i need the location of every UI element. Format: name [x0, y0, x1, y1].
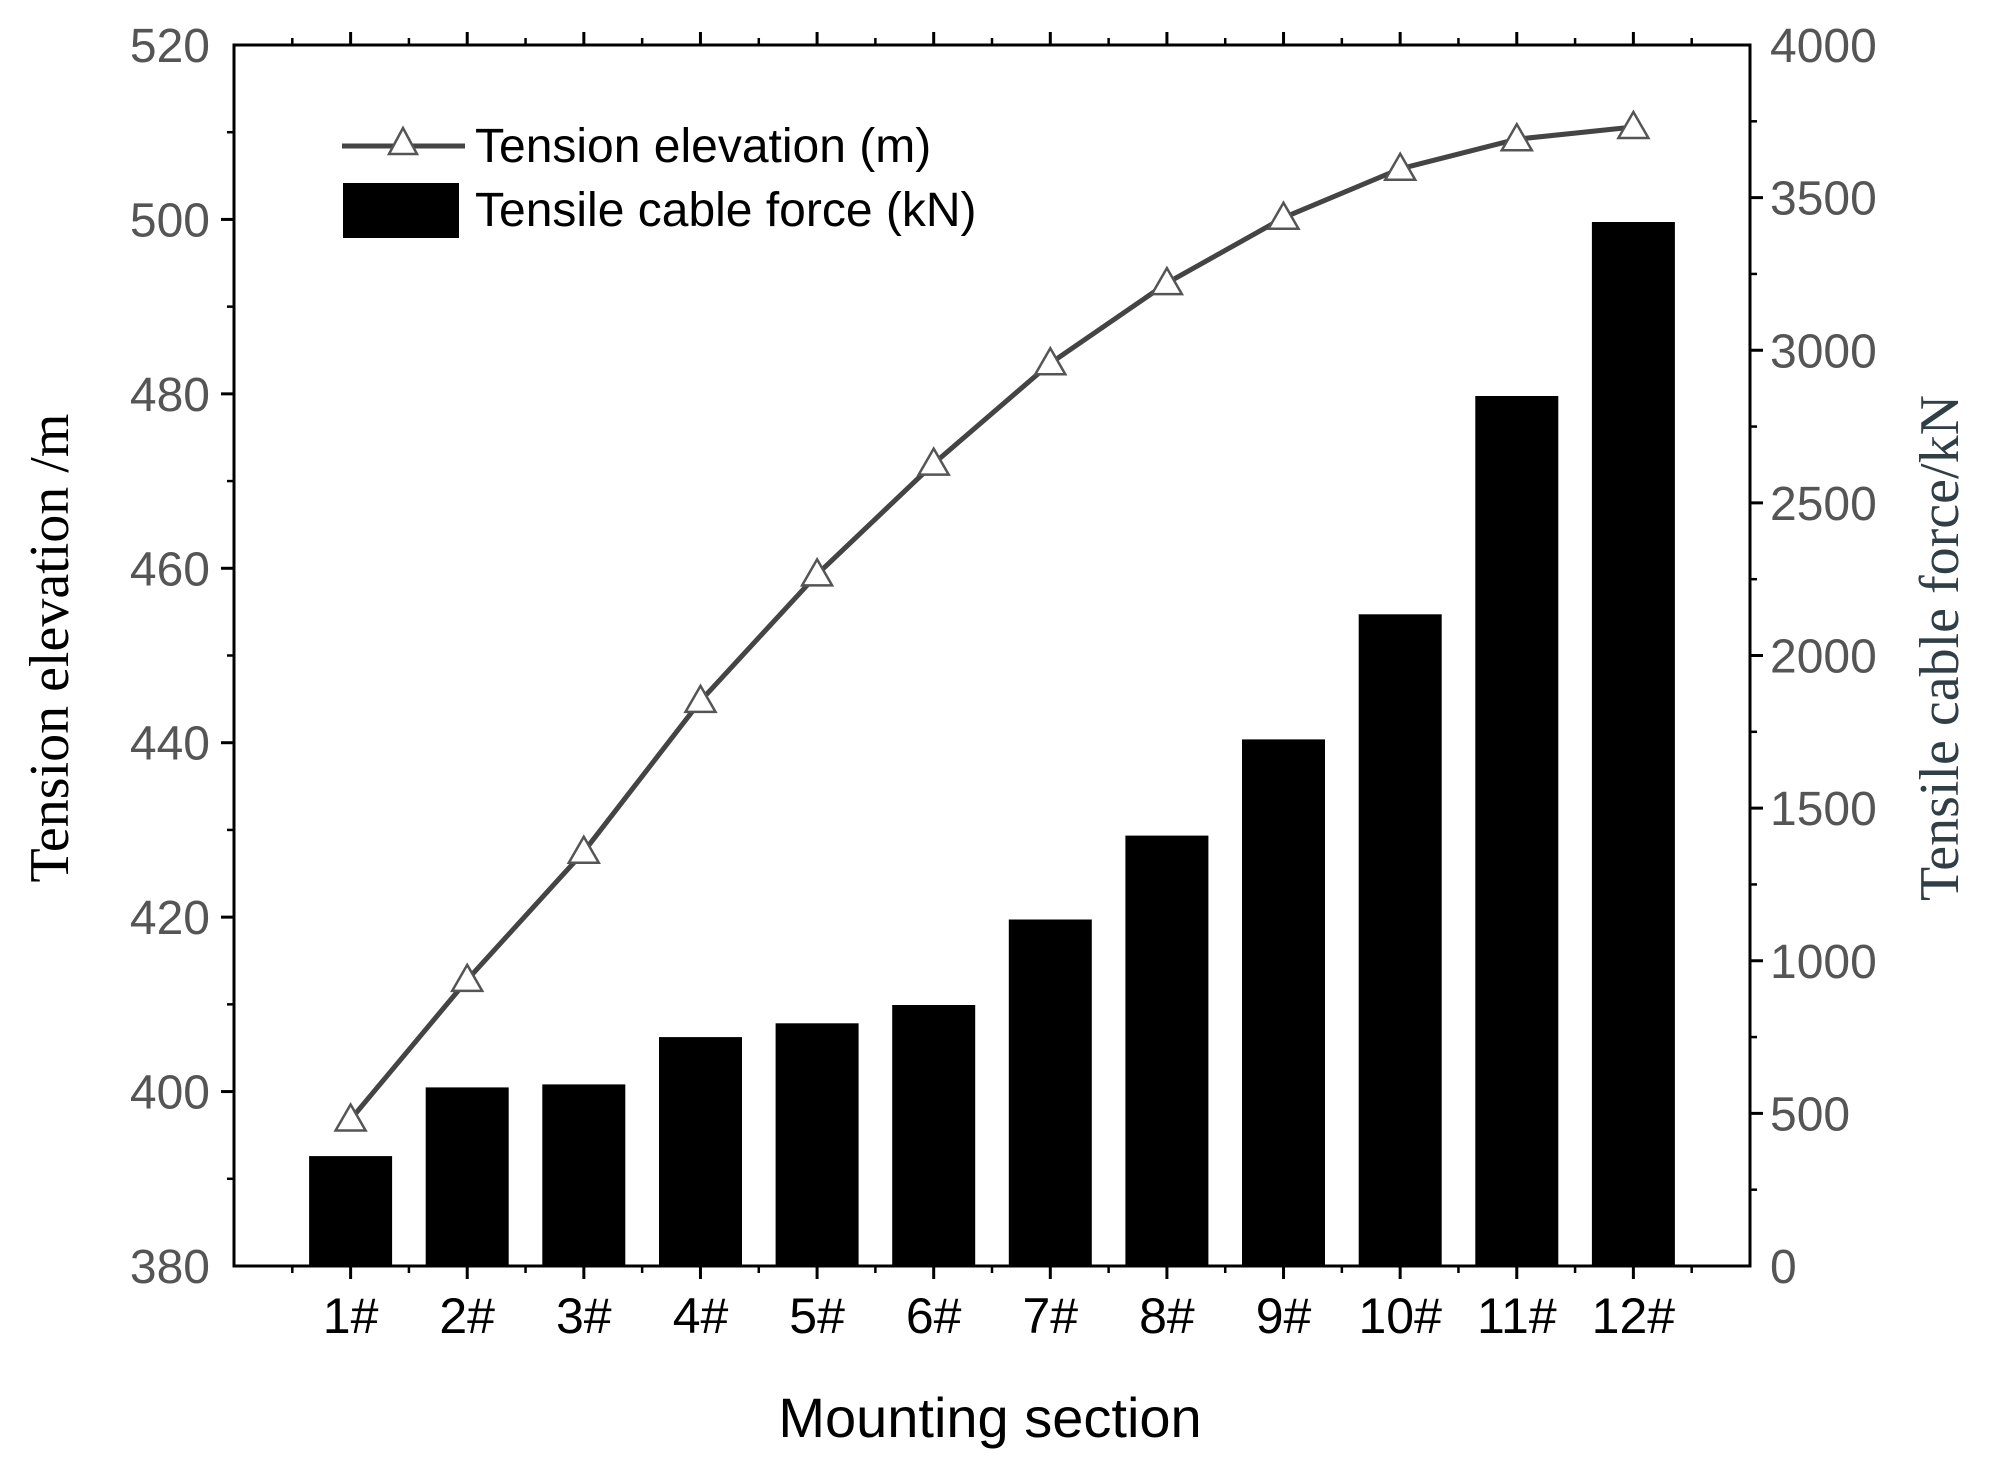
- bar-2: [425, 1087, 509, 1266]
- left-tick-label: 520: [130, 20, 210, 73]
- x-tick-label-8: 8#: [1139, 1288, 1195, 1344]
- elevation-marker-6: [916, 446, 951, 476]
- bar-9: [1242, 739, 1325, 1266]
- bars-layer: [309, 222, 1675, 1266]
- elevation-marker-10: [1383, 151, 1418, 182]
- elevation-marker-7: [1033, 345, 1068, 376]
- elevation-marker-12: [1616, 109, 1651, 140]
- x-tick-label-5: 5#: [789, 1288, 845, 1344]
- x-tick-label-2: 2#: [439, 1288, 495, 1344]
- right-tick-label: 0: [1770, 1241, 1797, 1294]
- elevation-marker-3: [566, 834, 601, 864]
- right-axis-title: Tensile cable force/kN: [1909, 395, 1971, 901]
- elevation-marker-9: [1266, 200, 1301, 230]
- left-tick-label: 500: [130, 194, 210, 247]
- right-tick-label: 2500: [1770, 478, 1877, 531]
- x-tick-label-7: 7#: [1022, 1288, 1078, 1344]
- bar-1: [309, 1156, 393, 1266]
- left-tick-label: 480: [130, 369, 210, 422]
- right-tick-label: 1500: [1770, 783, 1877, 836]
- left-tick-label: 420: [130, 892, 210, 945]
- left-tick-label: 380: [130, 1241, 210, 1294]
- right-tick-label: 3000: [1770, 325, 1877, 378]
- x-tick-label-4: 4#: [673, 1288, 729, 1344]
- bar-10: [1358, 614, 1442, 1266]
- left-tick-label: 440: [130, 718, 210, 771]
- left-tick-label: 400: [130, 1067, 210, 1120]
- bar-12: [1591, 222, 1675, 1266]
- left-tick-label: 460: [130, 543, 210, 596]
- x-axis-title: Mounting section: [778, 1386, 1201, 1449]
- x-tick-label-10: 10#: [1358, 1288, 1442, 1344]
- labels-layer: 380 400 420 440 460 480 500 520 0 500 1000 1500 2000…: [130, 20, 1877, 1344]
- bar-6: [892, 1005, 976, 1266]
- elevation-marker-4: [683, 683, 718, 714]
- legend-bar-swatch: [343, 183, 459, 238]
- bar-5: [775, 1023, 859, 1266]
- x-tick-label-11: 11#: [1477, 1288, 1557, 1344]
- bar-11: [1475, 396, 1559, 1266]
- bar-8: [1125, 835, 1209, 1266]
- x-tick-label-6: 6#: [906, 1288, 962, 1344]
- line-layer: [333, 109, 1651, 1132]
- elevation-marker-11: [1499, 121, 1534, 152]
- elevation-marker-5: [799, 556, 835, 587]
- right-tick-label: 1000: [1770, 936, 1877, 989]
- elevation-line: [348, 124, 1634, 1122]
- legend: Tension elevation (m) Tensile cable forc…: [342, 120, 977, 238]
- x-tick-label-1: 1#: [323, 1288, 379, 1344]
- legend-label-force: Tensile cable force (kN): [475, 184, 977, 237]
- axes-layer: [221, 32, 1763, 1279]
- right-tick-label: 4000: [1770, 20, 1877, 73]
- right-tick-label: 2000: [1770, 631, 1877, 684]
- right-tick-label: 3500: [1770, 173, 1877, 226]
- right-tick-label: 500: [1770, 1088, 1850, 1141]
- x-tick-label-9: 9#: [1256, 1288, 1312, 1344]
- legend-triangle-marker: [386, 125, 420, 156]
- elevation-marker-1: [333, 1101, 368, 1132]
- left-axis-title: Tension elevation /m: [19, 414, 81, 883]
- x-tick-label-12: 12#: [1592, 1288, 1676, 1344]
- bar-4: [659, 1037, 742, 1266]
- elevation-marker-8: [1149, 265, 1185, 296]
- elevation-marker-2: [450, 962, 485, 993]
- bar-3: [542, 1084, 626, 1266]
- legend-label-elevation: Tension elevation (m): [475, 120, 931, 173]
- x-tick-label-3: 3#: [556, 1288, 612, 1344]
- bar-7: [1008, 919, 1092, 1266]
